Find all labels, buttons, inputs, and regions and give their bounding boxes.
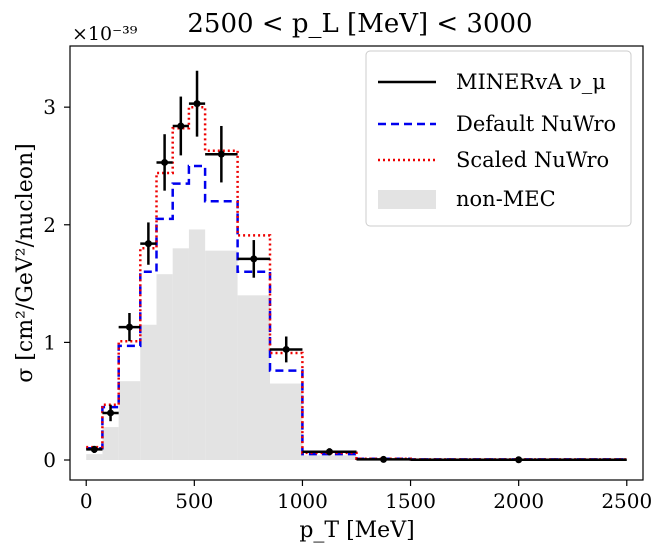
- data-point-marker: [515, 456, 523, 464]
- non-mec-bar: [172, 248, 189, 461]
- data-point: [102, 404, 119, 422]
- non-mec-bar: [270, 383, 303, 461]
- legend-label-minerva: MINERvA ν_μ: [456, 70, 606, 94]
- non-mec-bar: [302, 455, 357, 461]
- data-point-marker: [325, 448, 333, 456]
- data-point: [140, 222, 157, 265]
- data-point-marker: [125, 323, 133, 331]
- data-point-marker: [144, 240, 152, 248]
- data-point-marker: [282, 345, 290, 353]
- axes-frame: [69, 45, 644, 481]
- legend-label-scaled-nuwro: Scaled NuWro: [456, 148, 609, 172]
- y-axis-ticks: 0 1 2 3: [43, 95, 70, 472]
- data-point-marker: [161, 158, 169, 166]
- data-point: [172, 96, 189, 156]
- data-point-marker: [90, 445, 98, 453]
- data-point-marker: [107, 409, 115, 417]
- data-point-marker: [193, 100, 201, 108]
- non-mec-bar: [237, 295, 271, 461]
- default-nuwro-line: [86, 164, 627, 461]
- x-tick-label: 2000: [493, 489, 544, 513]
- data-point-marker: [250, 255, 258, 263]
- legend-label-default-nuwro: Default NuWro: [456, 112, 616, 136]
- y-tick-label: 3: [43, 95, 56, 119]
- data-point: [356, 455, 411, 463]
- data-point: [156, 134, 173, 191]
- legend-label-non-mec: non-MEC: [456, 187, 556, 211]
- x-axis-ticks: 0 500 1000 1500 2000 2500: [80, 480, 652, 513]
- y-tick-label: 1: [43, 330, 56, 354]
- non-mec-bar: [188, 229, 206, 461]
- data-points-layer: [86, 70, 627, 464]
- x-tick-label: 1500: [385, 489, 436, 513]
- data-point-marker: [217, 150, 225, 158]
- data-point: [270, 336, 303, 363]
- non-mec-bar: [205, 250, 238, 461]
- x-tick-label: 1000: [277, 489, 328, 513]
- y-axis-label: σ [cm²/GeV²/nucleon]: [13, 143, 38, 382]
- y-tick-label: 0: [43, 448, 56, 472]
- y-tick-label: 2: [43, 213, 56, 237]
- legend: MINERvA ν_μ Default NuWro Scaled NuWro n…: [365, 50, 632, 227]
- data-point: [86, 445, 103, 453]
- non-mec-bar: [118, 381, 141, 461]
- non-mec-fill-layer: [86, 229, 627, 461]
- non-mec-bar: [140, 324, 157, 461]
- x-tick-label: 0: [80, 489, 93, 513]
- data-point: [118, 312, 141, 342]
- non-mec-bar: [102, 427, 119, 461]
- x-tick-label: 500: [175, 489, 213, 513]
- data-point-marker: [380, 455, 388, 463]
- data-point: [205, 125, 238, 183]
- legend-swatch-non-mec: [378, 190, 436, 209]
- chart-title: 2500 < p_L [MeV] < 3000: [187, 9, 532, 39]
- data-point-marker: [177, 122, 185, 130]
- non-mec-bar: [86, 454, 103, 461]
- data-point: [302, 448, 357, 456]
- data-point: [410, 456, 627, 464]
- plot-area: [86, 70, 627, 464]
- x-tick-label: 2500: [601, 489, 652, 513]
- legend-box: [365, 50, 632, 227]
- non-mec-bar: [156, 274, 173, 461]
- data-point: [237, 240, 271, 278]
- y-scale-label: ×10⁻³⁹: [72, 23, 138, 45]
- data-point: [188, 70, 206, 137]
- x-axis-label: p_T [MeV]: [299, 518, 414, 543]
